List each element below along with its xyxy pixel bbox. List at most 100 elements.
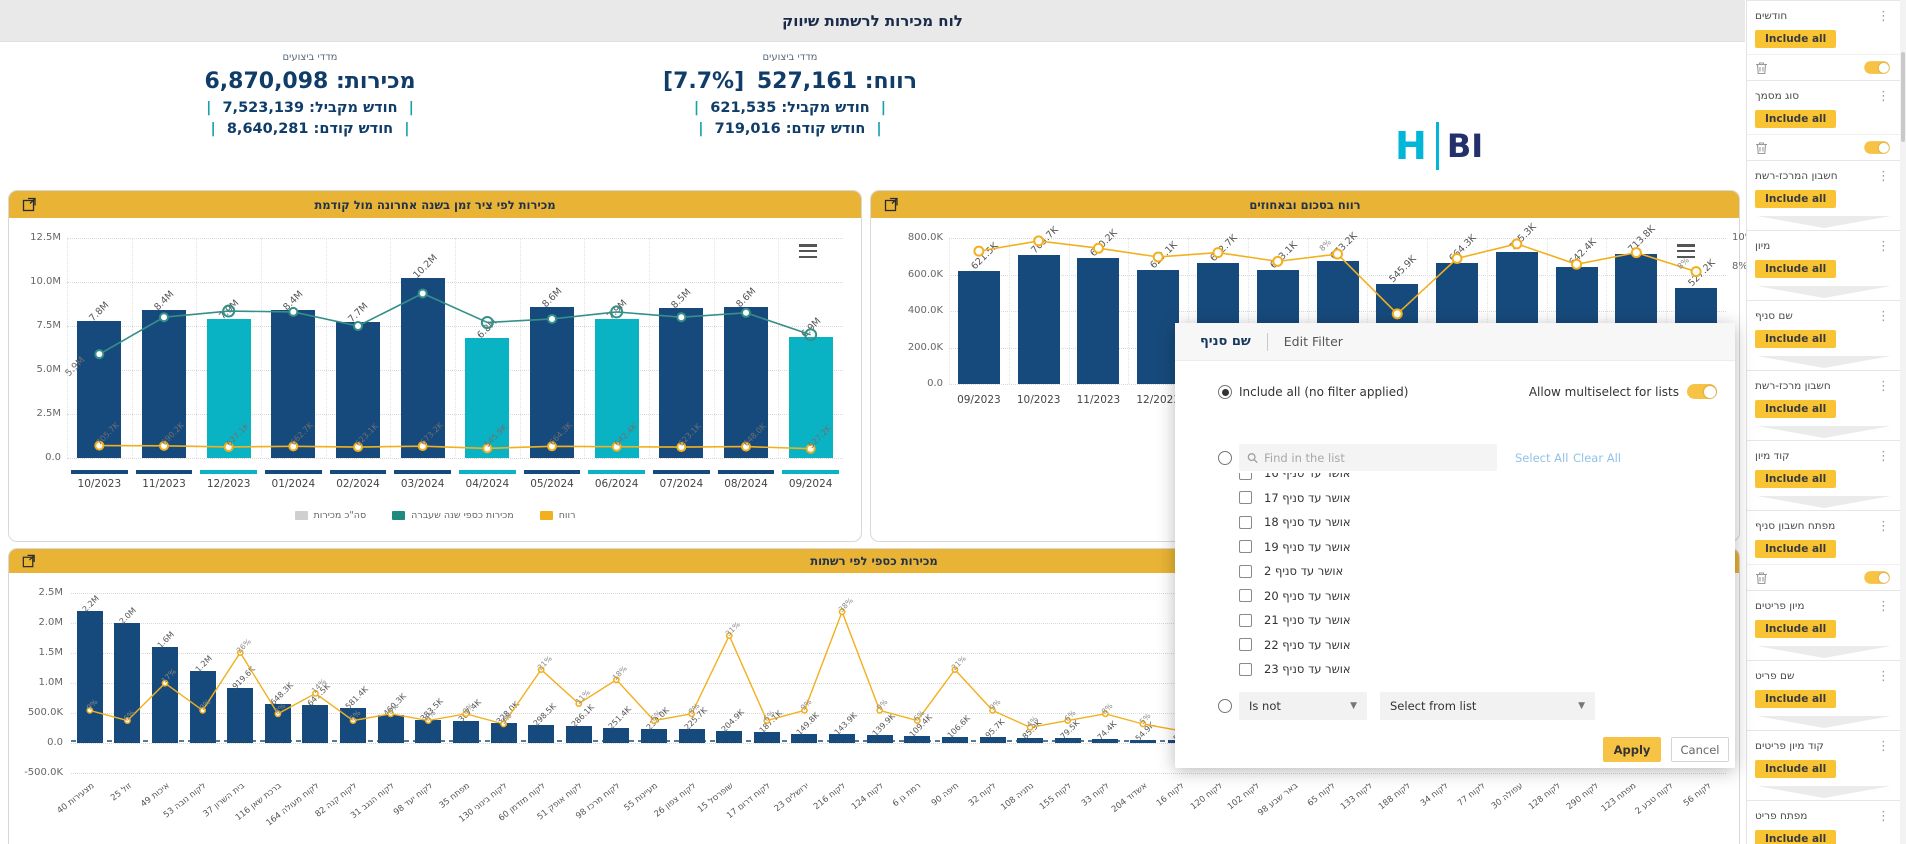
line-marker[interactable] bbox=[1212, 247, 1224, 259]
line-marker[interactable] bbox=[1332, 248, 1343, 260]
scroll-strip-segment[interactable] bbox=[265, 470, 322, 474]
bar[interactable] bbox=[957, 270, 1000, 384]
filter-card-title-row[interactable]: מפתח חשבון סניף ⋮ bbox=[1755, 516, 1892, 536]
line-marker[interactable] bbox=[804, 328, 818, 342]
include-all-radio[interactable] bbox=[1218, 385, 1232, 399]
checkbox[interactable] bbox=[1239, 491, 1252, 505]
line-marker[interactable] bbox=[876, 706, 884, 714]
scroll-strip-segment[interactable] bbox=[329, 470, 387, 474]
bar[interactable] bbox=[594, 318, 639, 458]
kebab-menu-icon[interactable]: ⋮ bbox=[1877, 448, 1890, 464]
bar[interactable] bbox=[302, 704, 329, 743]
bar[interactable] bbox=[603, 727, 630, 743]
checkbox[interactable] bbox=[1239, 638, 1252, 652]
line-marker[interactable] bbox=[1690, 266, 1702, 278]
kebab-menu-icon[interactable]: ⋮ bbox=[1877, 598, 1890, 614]
line-marker[interactable] bbox=[462, 710, 470, 718]
kebab-menu-icon[interactable]: ⋮ bbox=[1877, 8, 1890, 24]
line-marker[interactable] bbox=[349, 717, 357, 724]
line-marker[interactable] bbox=[124, 717, 131, 724]
filter-card-title-row[interactable]: חשבון המרכז-רשת ⋮ bbox=[1755, 166, 1892, 186]
bar[interactable] bbox=[941, 736, 968, 743]
checklist-item[interactable]: אושר עד סניף 18 bbox=[1239, 510, 1569, 535]
line-marker[interactable] bbox=[94, 440, 105, 451]
clear-all-link[interactable]: Clear All bbox=[1573, 451, 1621, 465]
bar[interactable] bbox=[1092, 738, 1119, 743]
line-marker[interactable] bbox=[1391, 308, 1403, 320]
line-marker[interactable] bbox=[838, 608, 846, 616]
line-marker[interactable] bbox=[1092, 242, 1104, 254]
checklist-item[interactable]: אושר עד סניף 23 bbox=[1239, 657, 1569, 679]
line-marker[interactable] bbox=[1152, 251, 1164, 263]
line-marker[interactable] bbox=[1064, 717, 1072, 724]
line-marker[interactable] bbox=[676, 312, 687, 323]
line-marker[interactable] bbox=[951, 666, 959, 673]
bar[interactable] bbox=[77, 320, 122, 458]
bar[interactable] bbox=[400, 278, 445, 458]
scroll-strip-segment[interactable] bbox=[135, 470, 193, 474]
legend-item[interactable]: רווח bbox=[539, 510, 575, 521]
line-marker[interactable] bbox=[1033, 235, 1045, 247]
bar[interactable] bbox=[904, 736, 931, 743]
include-all-chip[interactable]: Include all bbox=[1755, 690, 1837, 708]
line-marker[interactable] bbox=[801, 706, 808, 714]
include-all-chip[interactable]: Include all bbox=[1755, 620, 1837, 638]
bar[interactable] bbox=[1077, 258, 1120, 384]
list-filter-radio[interactable] bbox=[1218, 451, 1232, 465]
scroll-strip-segment[interactable] bbox=[200, 470, 257, 474]
legend-item[interactable]: מכירות כספי שנה שעברה bbox=[392, 510, 514, 521]
line-marker[interactable] bbox=[688, 710, 696, 718]
include-all-chip[interactable]: Include all bbox=[1755, 30, 1837, 48]
widget-menu-icon[interactable] bbox=[1677, 244, 1695, 258]
line-marker[interactable] bbox=[222, 304, 236, 318]
filter-card-title-row[interactable]: קוד מיון פריטים ⋮ bbox=[1755, 736, 1892, 756]
checklist-item[interactable]: אושר עד סניף 17 bbox=[1239, 486, 1569, 511]
scroll-strip-segment[interactable] bbox=[394, 470, 451, 474]
checklist-item[interactable]: אושר עד סניף 16 bbox=[1239, 473, 1569, 486]
bar[interactable] bbox=[979, 737, 1006, 743]
bar[interactable] bbox=[753, 731, 780, 743]
line-marker[interactable] bbox=[312, 690, 319, 697]
line-marker[interactable] bbox=[94, 349, 105, 360]
widget-menu-icon[interactable] bbox=[799, 244, 817, 258]
line-marker[interactable] bbox=[86, 706, 94, 714]
line-marker[interactable] bbox=[480, 315, 494, 329]
checklist-item[interactable]: אושר עד סניף 22 bbox=[1239, 633, 1569, 658]
line-marker[interactable] bbox=[424, 717, 432, 724]
bar[interactable] bbox=[528, 725, 555, 743]
kebab-menu-icon[interactable]: ⋮ bbox=[1877, 738, 1890, 754]
checkbox[interactable] bbox=[1239, 613, 1252, 627]
line-marker[interactable] bbox=[199, 706, 207, 714]
line-marker[interactable] bbox=[725, 632, 733, 639]
filter-card-title-row[interactable]: מפתח פריט ⋮ bbox=[1755, 806, 1892, 826]
condition-value-dropdown[interactable]: Select from list ▼ bbox=[1380, 692, 1595, 720]
bar[interactable] bbox=[452, 720, 479, 743]
kebab-menu-icon[interactable]: ⋮ bbox=[1877, 168, 1890, 184]
line-marker[interactable] bbox=[288, 306, 299, 317]
line-marker[interactable] bbox=[805, 443, 816, 454]
scroll-strip-segment[interactable] bbox=[523, 470, 581, 474]
line-marker[interactable] bbox=[763, 717, 771, 724]
condition-radio[interactable] bbox=[1218, 699, 1232, 713]
bar[interactable] bbox=[659, 308, 704, 458]
line-marker[interactable] bbox=[161, 679, 169, 687]
line-marker[interactable] bbox=[610, 305, 624, 319]
filter-card-title-row[interactable]: קוד מיון ⋮ bbox=[1755, 446, 1892, 466]
multiselect-toggle[interactable] bbox=[1687, 384, 1717, 399]
line-marker[interactable] bbox=[417, 288, 428, 299]
kebab-menu-icon[interactable]: ⋮ bbox=[1877, 378, 1890, 394]
line-marker[interactable] bbox=[547, 313, 557, 324]
cancel-button[interactable]: Cancel bbox=[1671, 737, 1729, 762]
filter-enabled-toggle[interactable] bbox=[1864, 141, 1890, 154]
checkbox[interactable] bbox=[1239, 662, 1252, 676]
line-marker[interactable] bbox=[1026, 723, 1034, 731]
bar[interactable] bbox=[866, 734, 893, 743]
kebab-menu-icon[interactable]: ⋮ bbox=[1877, 518, 1890, 534]
bar[interactable] bbox=[336, 322, 380, 458]
line-marker[interactable] bbox=[575, 700, 583, 707]
line-marker[interactable] bbox=[223, 441, 234, 452]
line-marker[interactable] bbox=[353, 442, 363, 453]
checkbox[interactable] bbox=[1239, 589, 1252, 603]
bar[interactable] bbox=[206, 318, 251, 458]
bar[interactable] bbox=[227, 687, 254, 743]
